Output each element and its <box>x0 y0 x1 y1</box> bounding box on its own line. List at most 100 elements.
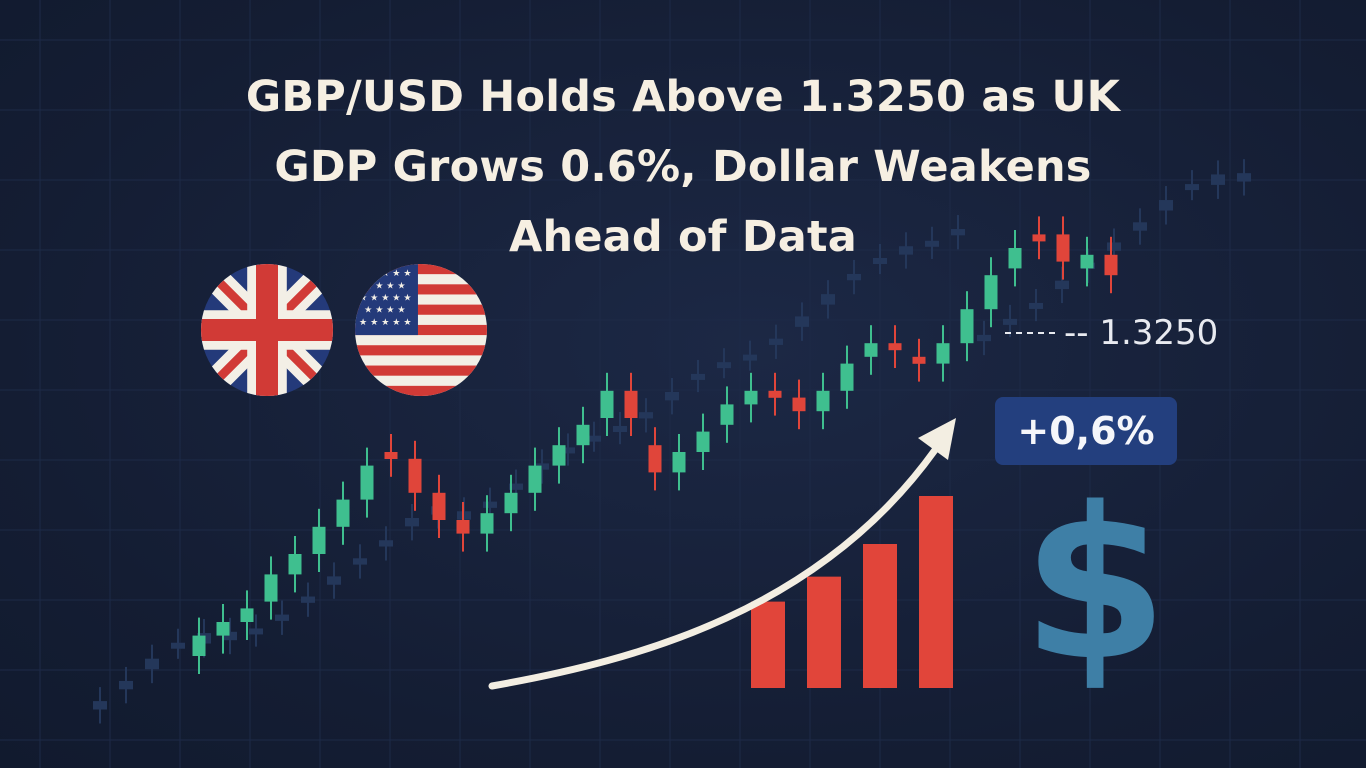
ghost-candle <box>795 316 809 327</box>
bar-chart <box>751 496 953 688</box>
bull-candle <box>720 404 734 425</box>
ghost-candle <box>1211 174 1225 185</box>
ghost-candle <box>301 596 315 603</box>
bull-candle <box>984 275 998 310</box>
ghost-candle <box>613 426 627 432</box>
headline-line-2: GDP Grows 0.6%, Dollar Weakens <box>274 142 1092 192</box>
bull-candle <box>600 390 614 418</box>
ghost-candle <box>1237 173 1251 182</box>
bull-candle <box>1008 248 1022 269</box>
ghost-candle <box>145 658 159 670</box>
ghost-candle <box>379 540 393 547</box>
svg-text:★ ★ ★ ★ ★: ★ ★ ★ ★ ★ <box>359 318 412 328</box>
bear-candle <box>1056 234 1070 262</box>
bear-candle <box>792 397 806 412</box>
ghost-candle <box>899 246 913 255</box>
ghost-candle <box>925 240 939 247</box>
ghost-candle <box>483 501 497 508</box>
ghost-candle <box>405 517 419 527</box>
headline-line-3: Ahead of Data <box>509 212 857 262</box>
ghost-candle <box>977 334 991 342</box>
ghost-candle <box>639 412 653 419</box>
ghost-candle <box>665 391 679 401</box>
ghost-candle <box>171 642 185 649</box>
bar <box>751 601 785 688</box>
trend-arrow-icon <box>488 418 956 690</box>
svg-text:★ ★ ★ ★: ★ ★ ★ ★ <box>364 306 405 316</box>
bull-candle <box>240 608 254 622</box>
svg-text:★ ★ ★ ★ ★: ★ ★ ★ ★ ★ <box>359 294 412 304</box>
bull-candle <box>864 343 878 357</box>
ghost-candle <box>691 373 705 380</box>
ghost-candle <box>249 628 263 635</box>
ghost-candle <box>1055 280 1069 290</box>
ghost-candle <box>821 294 835 305</box>
bear-candle <box>888 343 902 351</box>
bear-candle <box>648 445 662 473</box>
ghost-candle <box>743 354 757 361</box>
ghost-candle <box>951 229 965 236</box>
ghost-candle <box>847 273 861 281</box>
bear-candle <box>768 390 782 398</box>
candlestick-series <box>192 216 1118 674</box>
headline-line-1: GBP/USD Holds Above 1.3250 as UK <box>245 72 1121 122</box>
ghost-candle <box>353 558 367 565</box>
dollar-icon: $ <box>1021 462 1169 707</box>
bear-candle <box>432 492 446 520</box>
bear-candle <box>384 452 398 459</box>
svg-text:★ ★ ★ ★: ★ ★ ★ ★ <box>364 281 405 291</box>
ghost-candle <box>1029 302 1043 309</box>
bull-candle <box>528 465 542 493</box>
ghost-candle <box>1133 222 1147 231</box>
ghost-candle <box>1159 200 1173 211</box>
svg-text:★ ★ ★ ★ ★: ★ ★ ★ ★ ★ <box>359 269 412 279</box>
bull-candle <box>840 363 854 391</box>
bull-candle <box>1080 254 1094 269</box>
bull-candle <box>936 343 950 364</box>
ghost-candle <box>873 258 887 264</box>
ghost-candle <box>535 463 549 470</box>
ghost-candle <box>119 680 133 690</box>
ghost-candle <box>509 483 523 490</box>
bear-candle <box>456 520 470 534</box>
bear-candle <box>408 458 422 493</box>
ghost-candle <box>561 447 575 454</box>
ghost-candle <box>93 701 107 710</box>
bull-candle <box>216 622 230 636</box>
bull-candle <box>552 445 566 466</box>
ghost-candle <box>223 631 237 641</box>
growth-badge: +0,6% <box>995 397 1177 465</box>
ghost-candle <box>1185 184 1199 191</box>
ghost-candle <box>769 338 783 345</box>
ghost-candle <box>1107 242 1121 251</box>
bear-candle <box>1104 254 1118 276</box>
bull-candle <box>672 452 686 473</box>
bull-candle <box>312 526 326 554</box>
ghost-candle <box>275 614 289 621</box>
bull-candle <box>480 513 494 534</box>
ghost-candle <box>1003 318 1017 325</box>
headline: GBP/USD Holds Above 1.3250 as UK GDP Gro… <box>140 62 1226 272</box>
ghost-candle <box>327 576 341 585</box>
bull-candle <box>504 492 518 514</box>
bull-candle <box>696 431 710 452</box>
bull-candle <box>192 635 206 656</box>
ghost-candle <box>717 362 731 369</box>
bull-candle <box>960 309 974 344</box>
bull-candle <box>336 499 350 527</box>
bar <box>919 496 953 688</box>
bull-candle <box>360 465 374 500</box>
bull-candle <box>264 574 278 602</box>
ghost-candle <box>587 435 601 442</box>
bear-candle <box>1032 234 1046 242</box>
bear-candle <box>912 356 926 364</box>
uk-flag-icon <box>201 264 333 396</box>
bar <box>863 544 897 688</box>
price-level-label: -- 1.3250 <box>1064 313 1219 353</box>
bull-candle <box>288 554 302 575</box>
us-flag-icon: ★ ★ ★ ★ ★ ★ ★ ★ ★ ★ ★ ★ ★ ★ ★ ★ ★ ★ ★ ★ … <box>355 264 487 396</box>
bull-candle <box>576 424 590 446</box>
bar <box>807 576 841 688</box>
bear-candle <box>624 390 638 418</box>
